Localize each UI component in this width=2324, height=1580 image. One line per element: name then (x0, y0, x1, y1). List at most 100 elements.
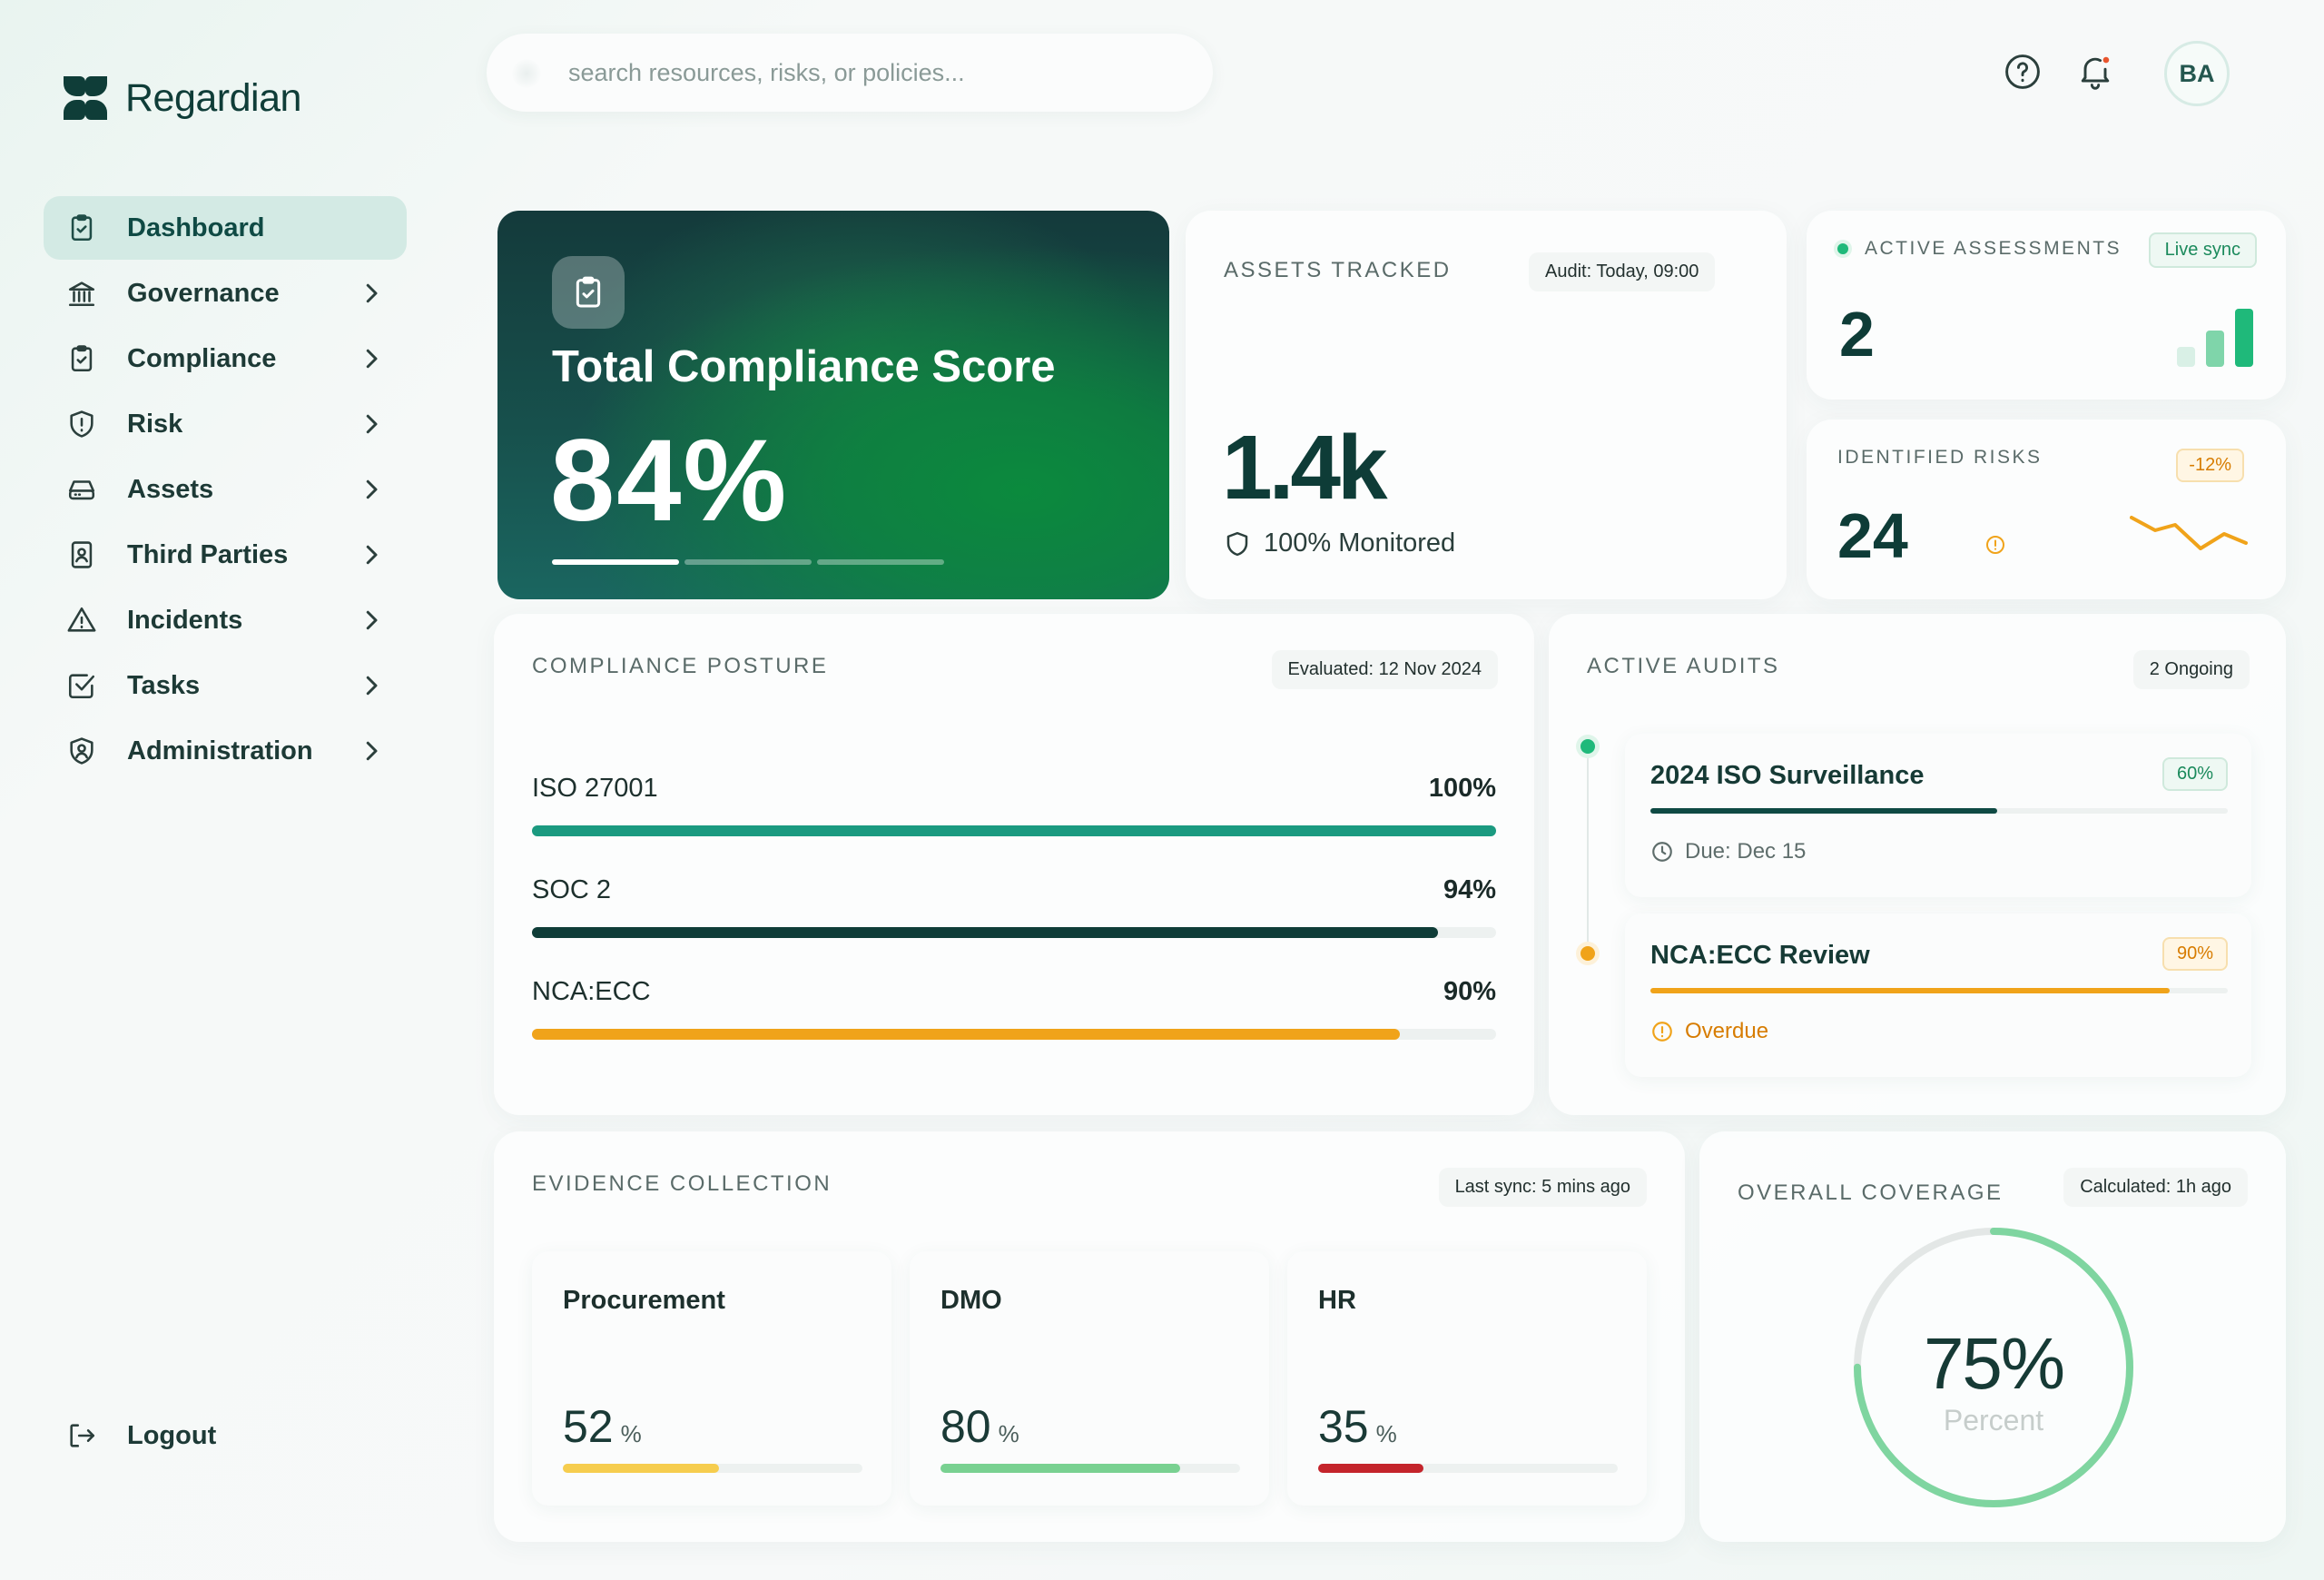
sidebar-item-assets[interactable]: Assets (44, 458, 407, 521)
hero-title: Total Compliance Score (552, 342, 1056, 391)
progress-fill (532, 825, 1496, 836)
ring-progress (1854, 1228, 2133, 1507)
brand-logo[interactable]: Regardian (60, 73, 301, 123)
sidebar-item-tasks[interactable]: Tasks (44, 654, 407, 717)
warning-icon (65, 604, 98, 637)
progress-track (563, 1464, 862, 1473)
shield-alert-icon (65, 408, 98, 440)
card-header: IDENTIFIED RISKS (1837, 447, 2043, 554)
sidebar-item-third-parties[interactable]: Third Parties (44, 523, 407, 587)
sidebar-item-label: Third Parties (127, 539, 289, 569)
coverage-unit-label: Percent (1943, 1404, 2044, 1437)
sidebar-item-incidents[interactable]: Incidents (44, 588, 407, 652)
progress-track (1650, 808, 2228, 814)
coverage-value: 75% (1923, 1323, 2065, 1404)
sidebar-item-label: Compliance (127, 343, 277, 373)
department-card[interactable]: DMO 80 % (910, 1251, 1269, 1506)
percent-unit: % (620, 1420, 642, 1447)
help-icon[interactable] (2003, 52, 2043, 92)
bar-sparkline (2177, 307, 2253, 367)
last-sync-badge: Last sync: 5 mins ago (1438, 1168, 1647, 1207)
sidebar-item-label: Dashboard (127, 212, 265, 242)
logout-button[interactable]: Logout (44, 1404, 407, 1467)
chevron-right-icon (366, 545, 378, 565)
live-dot (1837, 243, 1848, 254)
progress-track (1318, 1464, 1618, 1473)
card-title: IDENTIFIED RISKS (1837, 447, 2043, 468)
percent-unit: % (998, 1420, 1019, 1447)
department-card[interactable]: HR 35 % (1287, 1251, 1647, 1506)
shield-user-icon (65, 735, 98, 767)
audit-name: NCA:ECC Review (1650, 941, 1870, 970)
sidebar-item-dashboard[interactable]: Dashboard (44, 196, 407, 260)
framework-value: 100% (1428, 774, 1496, 803)
timeline-dot (1581, 946, 1595, 961)
department-name: DMO (940, 1286, 1002, 1315)
progress-track (532, 825, 1496, 836)
assets-tracked-card[interactable]: ASSETS TRACKED Audit: Today, 09:00 1.4k … (1186, 211, 1787, 599)
search-input[interactable] (568, 58, 1149, 87)
user-avatar[interactable]: BA (2164, 41, 2230, 106)
search-bar[interactable] (487, 34, 1213, 112)
progress-fill (1650, 988, 2171, 993)
identified-risks-card[interactable]: IDENTIFIED RISKS -12% 24 (1807, 420, 2286, 599)
sidebar-nav: Dashboard Governance Compliance Risk Ass… (44, 196, 407, 785)
timeline-dot (1581, 739, 1595, 754)
sidebar-item-administration[interactable]: Administration (44, 719, 407, 783)
framework-row[interactable]: ISO 27001 100% (532, 774, 1496, 836)
total-compliance-card[interactable]: Total Compliance Score 84% (497, 211, 1169, 599)
risk-delta-badge: -12% (2176, 449, 2244, 482)
app-name: Regardian (125, 75, 301, 120)
framework-row[interactable]: SOC 2 94% (532, 875, 1496, 938)
clipboard-check-icon (65, 342, 98, 375)
audit-name: 2024 ISO Surveillance (1650, 761, 1925, 790)
due-label: Due: Dec 15 (1685, 839, 1807, 864)
department-percent: 35 (1318, 1401, 1369, 1452)
logo-icon (64, 76, 107, 120)
audit-item[interactable]: NCA:ECC Review 90% Overdue (1625, 913, 2251, 1077)
chevron-right-icon (366, 479, 378, 499)
framework-name: ISO 27001 (532, 774, 658, 803)
active-assessments-card[interactable]: ACTIVE ASSESSMENTS Live sync 2 (1807, 211, 2286, 400)
framework-row[interactable]: NCA:ECC 90% (532, 977, 1496, 1040)
trend-sparkline (2130, 516, 2248, 550)
progress-track (532, 927, 1496, 938)
framework-name: NCA:ECC (532, 977, 651, 1006)
department-percent: 80 (940, 1401, 991, 1452)
carousel-dot[interactable] (684, 559, 812, 565)
audit-item[interactable]: 2024 ISO Surveillance 60% Due: Dec 15 (1625, 734, 2251, 897)
live-sync-badge: Live sync (2148, 232, 2257, 268)
carousel-indicator (552, 559, 944, 565)
progress-fill (532, 927, 1439, 938)
evidence-collection-card: EVIDENCE COLLECTION Last sync: 5 mins ag… (494, 1131, 1685, 1542)
timeline-line (1587, 748, 1589, 955)
search-icon (512, 59, 541, 88)
notification-bell-icon[interactable] (2075, 51, 2115, 91)
card-title: ACTIVE ASSESSMENTS (1865, 238, 2122, 259)
monitored-label: 100% Monitored (1264, 528, 1456, 558)
shield-icon (1226, 531, 1248, 556)
spark-bar (2235, 309, 2253, 367)
risks-count: 24 (1837, 500, 1908, 571)
sidebar-item-label: Tasks (127, 670, 201, 700)
server-icon (65, 473, 98, 506)
ring-svg (1854, 1228, 2133, 1507)
framework-name: SOC 2 (532, 875, 612, 904)
sidebar-item-governance[interactable]: Governance (44, 262, 407, 325)
sidebar-item-risk[interactable]: Risk (44, 392, 407, 456)
calculated-time-badge: Calculated: 1h ago (2063, 1168, 2248, 1207)
department-card[interactable]: Procurement 52 % (532, 1251, 891, 1506)
logout-icon (65, 1419, 98, 1452)
assets-count: 1.4k (1222, 417, 1388, 518)
audit-percent-badge: 90% (2162, 937, 2228, 971)
progress-track (1650, 988, 2228, 993)
carousel-dot[interactable] (817, 559, 944, 565)
card-header: ACTIVE ASSESSMENTS (1837, 238, 2122, 260)
carousel-dot-active[interactable] (552, 559, 679, 565)
logout-section: Logout (44, 1404, 407, 1469)
coverage-ring: 75% Percent (1848, 1222, 2139, 1513)
department-value: 35 % (1318, 1400, 1397, 1453)
sidebar-item-compliance[interactable]: Compliance (44, 327, 407, 390)
percent-unit: % (1375, 1420, 1397, 1447)
overall-coverage-card[interactable]: OVERALL COVERAGE Calculated: 1h ago 75% … (1699, 1131, 2286, 1542)
